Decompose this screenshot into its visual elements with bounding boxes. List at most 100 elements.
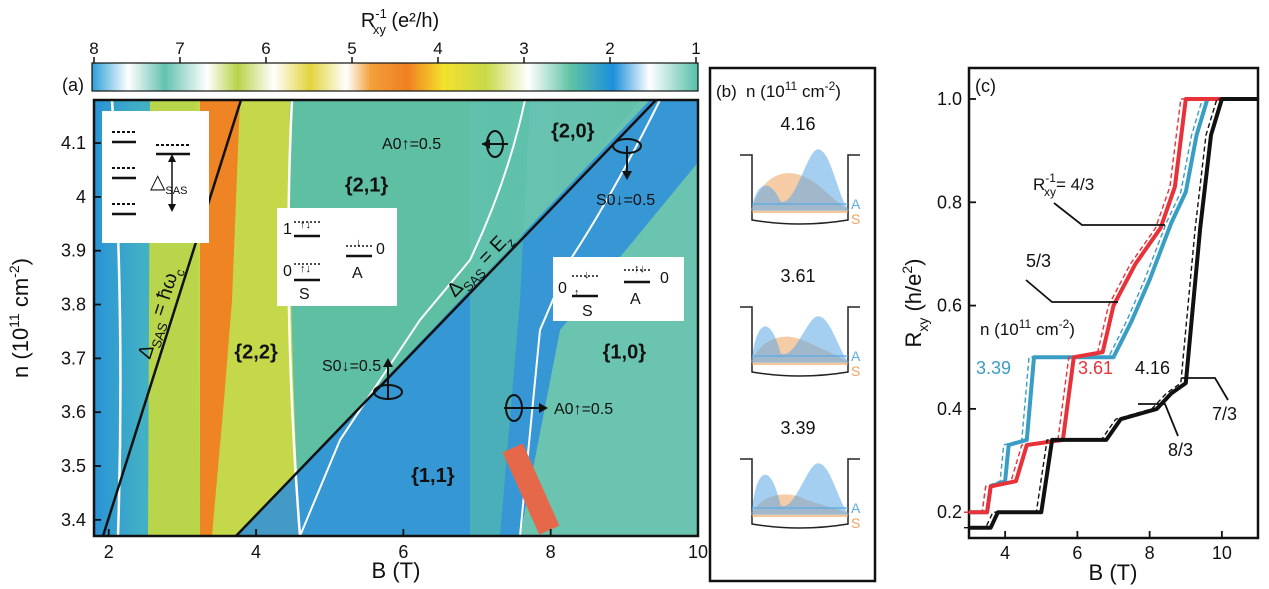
- inset-levels-21: 1 ↑↓ 0 ↑↓ S ↓ A 0: [277, 208, 397, 306]
- colorbar-tick-label: 5: [347, 39, 356, 58]
- arrowhead-icon: [622, 171, 632, 180]
- y-tick-label: 3.5: [61, 456, 86, 476]
- region-label: {1,1}: [411, 465, 455, 487]
- colorbar-tick-label: 8: [89, 39, 98, 58]
- series-label: 3.39: [976, 358, 1011, 378]
- annotation-r43: R-1 xy= 4/3: [1033, 171, 1094, 199]
- annotation-leader: [1182, 377, 1229, 401]
- series-A-label: A: [851, 348, 861, 364]
- line-delta-sas-hw: [101, 100, 243, 536]
- series-S-label: S: [851, 211, 860, 227]
- svg-text:↑↓: ↑↓: [300, 219, 311, 231]
- inset-label: S: [299, 286, 310, 303]
- region-label: {2,2}: [234, 341, 278, 363]
- colorbar-tick-label: 7: [175, 39, 184, 58]
- plot-frame-a: [92, 98, 700, 538]
- region-label: {1,0}: [603, 341, 647, 363]
- density-value: 3.61: [780, 266, 815, 286]
- x-tick-label: 4: [1000, 543, 1010, 563]
- annotation-s0-bottom: S0↓=0.5: [322, 358, 403, 400]
- heatmap-band-mid: [470, 100, 530, 536]
- y-tick-label: 1.0: [937, 89, 962, 109]
- inset-label: 0: [558, 280, 567, 297]
- annotation-leader: [1138, 403, 1179, 437]
- highlight-bar: [502, 443, 560, 535]
- density-value: 4.16: [780, 114, 815, 134]
- x-tick-label: 6: [1072, 543, 1082, 563]
- y-tick-label: 3.8: [61, 295, 86, 315]
- annotation-text: S0↓=0.5: [596, 192, 655, 209]
- colorbar-tick-label: 4: [433, 39, 442, 58]
- y-tick-label: 3.7: [61, 348, 86, 368]
- panel-c-series: [964, 97, 1258, 530]
- series-A-area: [751, 463, 850, 515]
- x-tick-label: 2: [104, 542, 114, 562]
- density-profile: 4.16 AS: [740, 114, 861, 227]
- inset-label: A: [352, 265, 363, 282]
- panel-b-title: n (1011 cm-2): [746, 79, 841, 101]
- panel-a-xticks: 2 4 6 8 10: [104, 529, 708, 562]
- annotation-s0-top: S0↓=0.5: [596, 138, 655, 209]
- legend-title: n (1011 cm-2): [980, 317, 1075, 339]
- inset-label: 1: [283, 221, 292, 238]
- panel-c-annotations: 3.39 3.61 4.16 R-1 xy= 4/3 5/3 7/3 8/3: [976, 171, 1237, 460]
- x-tick-label: 10: [1212, 543, 1232, 563]
- y-tick-label: 3.6: [61, 402, 86, 422]
- annotation-a0-top: A0↑=0.5: [382, 130, 508, 158]
- svg-text:↓: ↓: [356, 237, 362, 249]
- inset-label: A: [630, 291, 641, 308]
- series-dashed-line: [964, 98, 1253, 529]
- series-A-label: A: [851, 196, 861, 212]
- svg-text:↓: ↓: [584, 269, 590, 281]
- series-line: [969, 97, 1258, 530]
- annotation-text: S0↓=0.5: [322, 358, 381, 375]
- density-profile: 3.39 AS: [740, 418, 861, 531]
- annotation-r53: 5/3: [1026, 251, 1051, 271]
- line-delta-sas-ez: [235, 100, 657, 536]
- panel-c-ylabel: Rxy (h/e2): [899, 258, 931, 347]
- series-A-area: [751, 316, 850, 363]
- panel-c-xticks: 4 6 8 10: [1000, 531, 1232, 563]
- annotation-text: A0↑=0.5: [554, 401, 613, 418]
- inset-label: 0: [376, 241, 385, 258]
- arrowhead-icon: [539, 403, 548, 413]
- series-A-label: A: [851, 500, 861, 516]
- y-tick-label: 4.1: [61, 133, 86, 153]
- y-tick-label: 0.4: [937, 399, 962, 419]
- region-label: {2,0}: [551, 121, 595, 143]
- y-tick-label: 0.2: [937, 502, 962, 522]
- well-outline: [740, 458, 860, 529]
- inset-energy-levels: △SAS: [102, 111, 209, 243]
- panel-c: (c) 4 6 8 10 0.2 0.4 0.6 0.8 1.0 B (T) Rxy (h/e…: [899, 66, 1260, 585]
- x-tick-label: 6: [398, 542, 408, 562]
- y-tick-label: 3.4: [61, 510, 86, 530]
- y-tick-label: 0.8: [937, 192, 962, 212]
- panel-c-label: (c): [975, 76, 996, 96]
- series-label: 4.16: [1135, 358, 1170, 378]
- panel-a-ylabel: n (1011 cm-2): [6, 258, 33, 378]
- colorbar-ticks: 8 7 6 5 4 3 2 1: [89, 39, 701, 63]
- panel-a-xlabel: B (T): [372, 558, 421, 583]
- arrowhead-icon: [383, 358, 393, 367]
- inset-box: [553, 257, 684, 321]
- y-tick-label: 0.6: [937, 296, 962, 316]
- colorbar-tick-label: 6: [261, 39, 270, 58]
- colorbar-tick-label: 1: [691, 39, 700, 58]
- heatmap-band-blue: [236, 100, 698, 536]
- panel-c-xlabel: B (T): [1089, 560, 1138, 585]
- density-profile: 3.61 AS: [740, 266, 861, 379]
- panel-c-yticks: 0.2 0.4 0.6 0.8 1.0: [937, 89, 976, 522]
- colorbar-tick-label: 3: [519, 39, 528, 58]
- density-value: 3.39: [780, 418, 815, 438]
- x-tick-label: 4: [251, 542, 261, 562]
- inset-delta-label: △SAS: [150, 171, 187, 197]
- series-S-label: S: [851, 515, 860, 531]
- region-label: {2,1}: [345, 175, 389, 197]
- inset-label: 0: [660, 270, 669, 287]
- inset-box: [277, 208, 397, 306]
- colorbar-title: R-1 xy (e²/h): [361, 6, 439, 37]
- heatmap-area: [94, 100, 698, 536]
- annotation-a0-bottom: A0↑=0.5: [504, 394, 613, 422]
